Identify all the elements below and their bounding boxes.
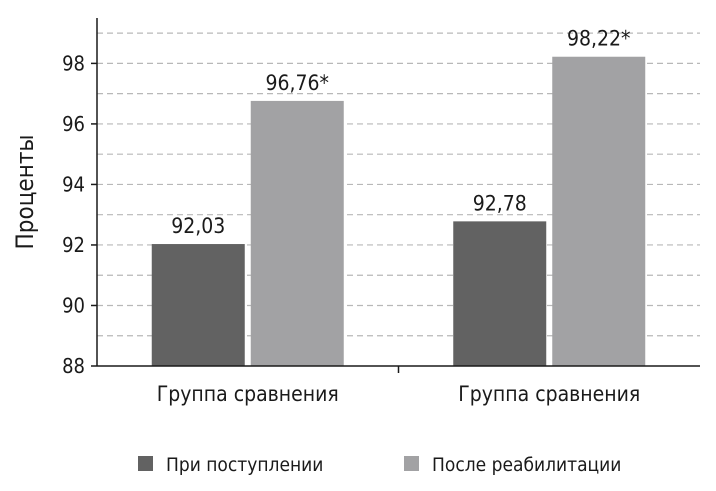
legend: При поступлении После реабилитации — [138, 454, 621, 476]
legend-swatch — [404, 456, 419, 471]
bar — [552, 56, 646, 366]
y-tick-label: 98 — [62, 51, 85, 75]
y-tick-label: 90 — [62, 293, 85, 317]
y-axis-label: Проценты — [11, 135, 39, 250]
y-ticks: 88 90 92 94 96 98 — [62, 51, 97, 378]
x-category-label: Группа сравнения — [458, 382, 640, 406]
bars — [151, 56, 646, 366]
y-tick-label: 88 — [62, 354, 85, 378]
y-tick-label: 92 — [62, 233, 85, 257]
legend-label: После реабилитации — [432, 454, 621, 476]
legend-label: При поступлении — [166, 454, 323, 476]
y-tick-label: 94 — [62, 172, 85, 196]
bar — [453, 221, 547, 366]
x-category-labels: Группа сравнения Группа сравнения — [157, 366, 640, 406]
y-tick-label: 96 — [62, 112, 85, 136]
bar-value-label: 98,22* — [567, 27, 631, 51]
bar-value-label: 92,78 — [473, 191, 527, 215]
legend-swatch — [138, 456, 153, 471]
x-category-label: Группа сравнения — [157, 382, 339, 406]
bar-value-labels: 92,03 96,76* 92,78 98,22* — [171, 27, 630, 238]
bar — [151, 244, 245, 366]
bar-value-label: 96,76* — [265, 71, 329, 95]
bar-value-label: 92,03 — [171, 214, 225, 238]
bar — [250, 100, 344, 366]
